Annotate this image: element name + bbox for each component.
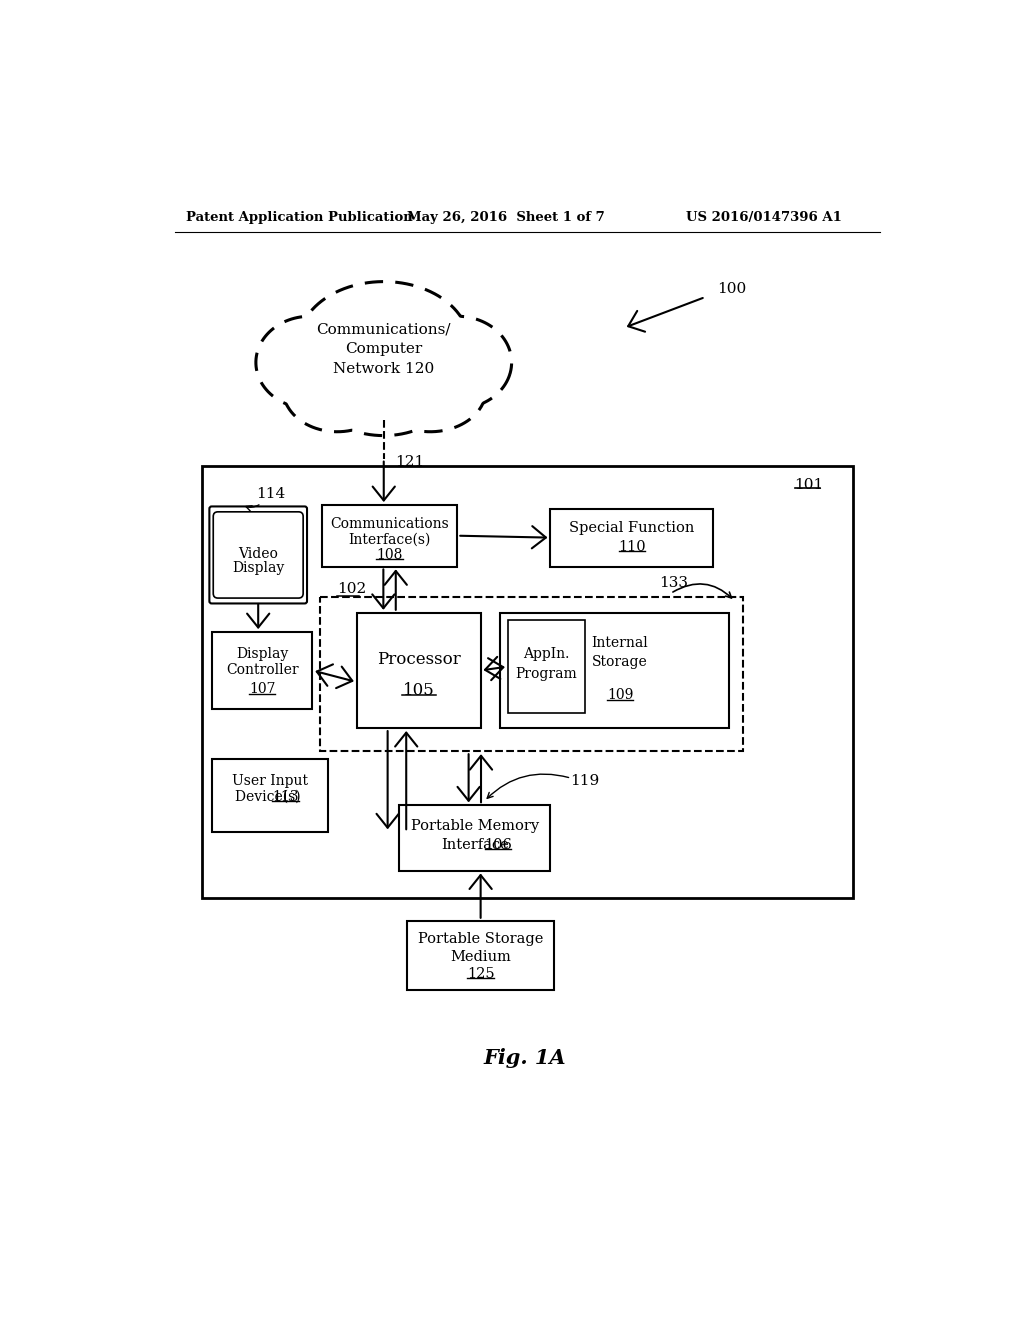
Bar xyxy=(508,620,586,713)
Text: Portable Storage: Portable Storage xyxy=(418,932,544,946)
Text: 119: 119 xyxy=(569,775,599,788)
Text: Interface(s): Interface(s) xyxy=(348,533,431,546)
Ellipse shape xyxy=(256,317,365,409)
Text: Communications: Communications xyxy=(330,517,449,531)
Bar xyxy=(500,612,729,729)
Text: Internal: Internal xyxy=(592,636,648,649)
Text: AppIn.: AppIn. xyxy=(523,647,569,661)
Text: 109: 109 xyxy=(607,688,633,702)
Text: 108: 108 xyxy=(377,548,402,562)
Ellipse shape xyxy=(283,347,391,432)
Bar xyxy=(322,506,458,566)
Bar xyxy=(407,921,554,990)
Text: 102: 102 xyxy=(337,582,367,595)
Bar xyxy=(212,759,328,832)
Text: 106: 106 xyxy=(484,837,512,851)
Text: 114: 114 xyxy=(256,487,285,502)
Text: Device(s): Device(s) xyxy=(234,789,305,804)
Text: Special Function: Special Function xyxy=(569,521,694,535)
Bar xyxy=(212,632,312,709)
Bar xyxy=(356,612,480,729)
Text: Medium: Medium xyxy=(451,950,511,964)
FancyBboxPatch shape xyxy=(213,512,303,598)
Text: Portable Memory: Portable Memory xyxy=(411,818,539,833)
Bar xyxy=(550,508,713,566)
Text: 101: 101 xyxy=(795,478,823,492)
Text: Storage: Storage xyxy=(592,655,648,669)
Text: 113: 113 xyxy=(272,789,299,804)
Text: 121: 121 xyxy=(395,455,425,470)
Ellipse shape xyxy=(403,317,512,409)
Text: Controller: Controller xyxy=(225,663,298,677)
Text: Video: Video xyxy=(239,548,279,561)
Text: 105: 105 xyxy=(402,682,434,700)
Ellipse shape xyxy=(375,347,486,432)
Text: 107: 107 xyxy=(249,682,275,696)
Text: May 26, 2016  Sheet 1 of 7: May 26, 2016 Sheet 1 of 7 xyxy=(407,211,605,224)
Ellipse shape xyxy=(299,281,469,405)
Text: Interface: Interface xyxy=(441,837,509,851)
Bar xyxy=(202,466,853,898)
Text: Communications/
Computer
Network 120: Communications/ Computer Network 120 xyxy=(316,323,451,376)
Ellipse shape xyxy=(322,359,445,436)
Text: 100: 100 xyxy=(717,282,746,296)
Text: 133: 133 xyxy=(658,576,688,590)
Text: User Input: User Input xyxy=(231,775,308,788)
Text: Display: Display xyxy=(232,561,285,576)
FancyBboxPatch shape xyxy=(209,507,307,603)
Text: Display: Display xyxy=(236,647,288,661)
Bar xyxy=(399,805,550,871)
Text: Program: Program xyxy=(516,667,578,681)
Text: US 2016/0147396 A1: US 2016/0147396 A1 xyxy=(686,211,842,224)
Text: 125: 125 xyxy=(467,966,495,981)
Bar xyxy=(321,597,742,751)
Text: 110: 110 xyxy=(617,540,645,553)
Text: Patent Application Publication: Patent Application Publication xyxy=(186,211,413,224)
Text: Fig. 1A: Fig. 1A xyxy=(483,1048,566,1068)
Text: Processor: Processor xyxy=(377,651,461,668)
